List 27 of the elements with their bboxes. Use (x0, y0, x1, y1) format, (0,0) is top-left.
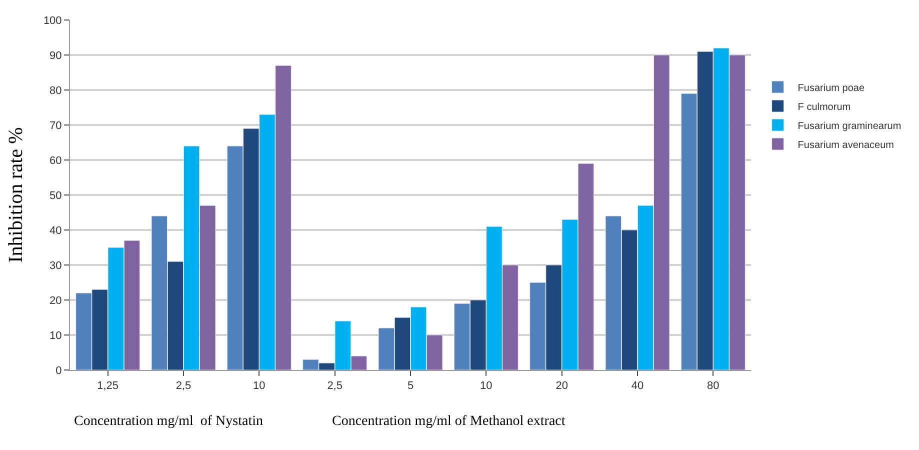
x-tick-label: 20 (556, 380, 568, 392)
y-tick-label: 30 (50, 260, 62, 272)
x-tick-label: 10 (480, 380, 492, 392)
y-tick-label: 20 (50, 294, 62, 307)
x-tick-label: 2,5 (327, 380, 342, 392)
text: Concentration mg/ml of Methanol extract (332, 414, 566, 429)
y-tick-label: 40 (50, 224, 62, 237)
y-tick-label: 80 (50, 84, 62, 97)
y-tick-label: 90 (50, 50, 62, 62)
y-axis-title: Inhibition rate % (4, 127, 27, 263)
y-tick-label: 0 (56, 364, 62, 377)
x-tick-label: 1,25 (97, 380, 119, 392)
y-tick-label: 10 (50, 330, 62, 342)
text: Concentration mg/ml of Nystatin (74, 414, 263, 429)
y-tick-label: 50 (50, 190, 62, 202)
x-tick-label: 40 (631, 380, 644, 392)
x-tick-label: 80 (707, 380, 720, 392)
x-tick-label: 5 (407, 380, 414, 392)
legend-label: Fusarium graminearum (798, 120, 902, 132)
y-tick-label: 100 (43, 14, 62, 27)
legend-label: F culmorum (798, 102, 851, 113)
x-tick-label: 2,5 (176, 380, 192, 392)
legend-label: Fusarium avenaceum (798, 140, 894, 151)
y-tick-label: 60 (50, 154, 62, 167)
x-tick-label: 10 (253, 380, 266, 392)
legend-label: Fusarium poae (798, 82, 865, 94)
y-tick-label: 70 (50, 120, 62, 132)
